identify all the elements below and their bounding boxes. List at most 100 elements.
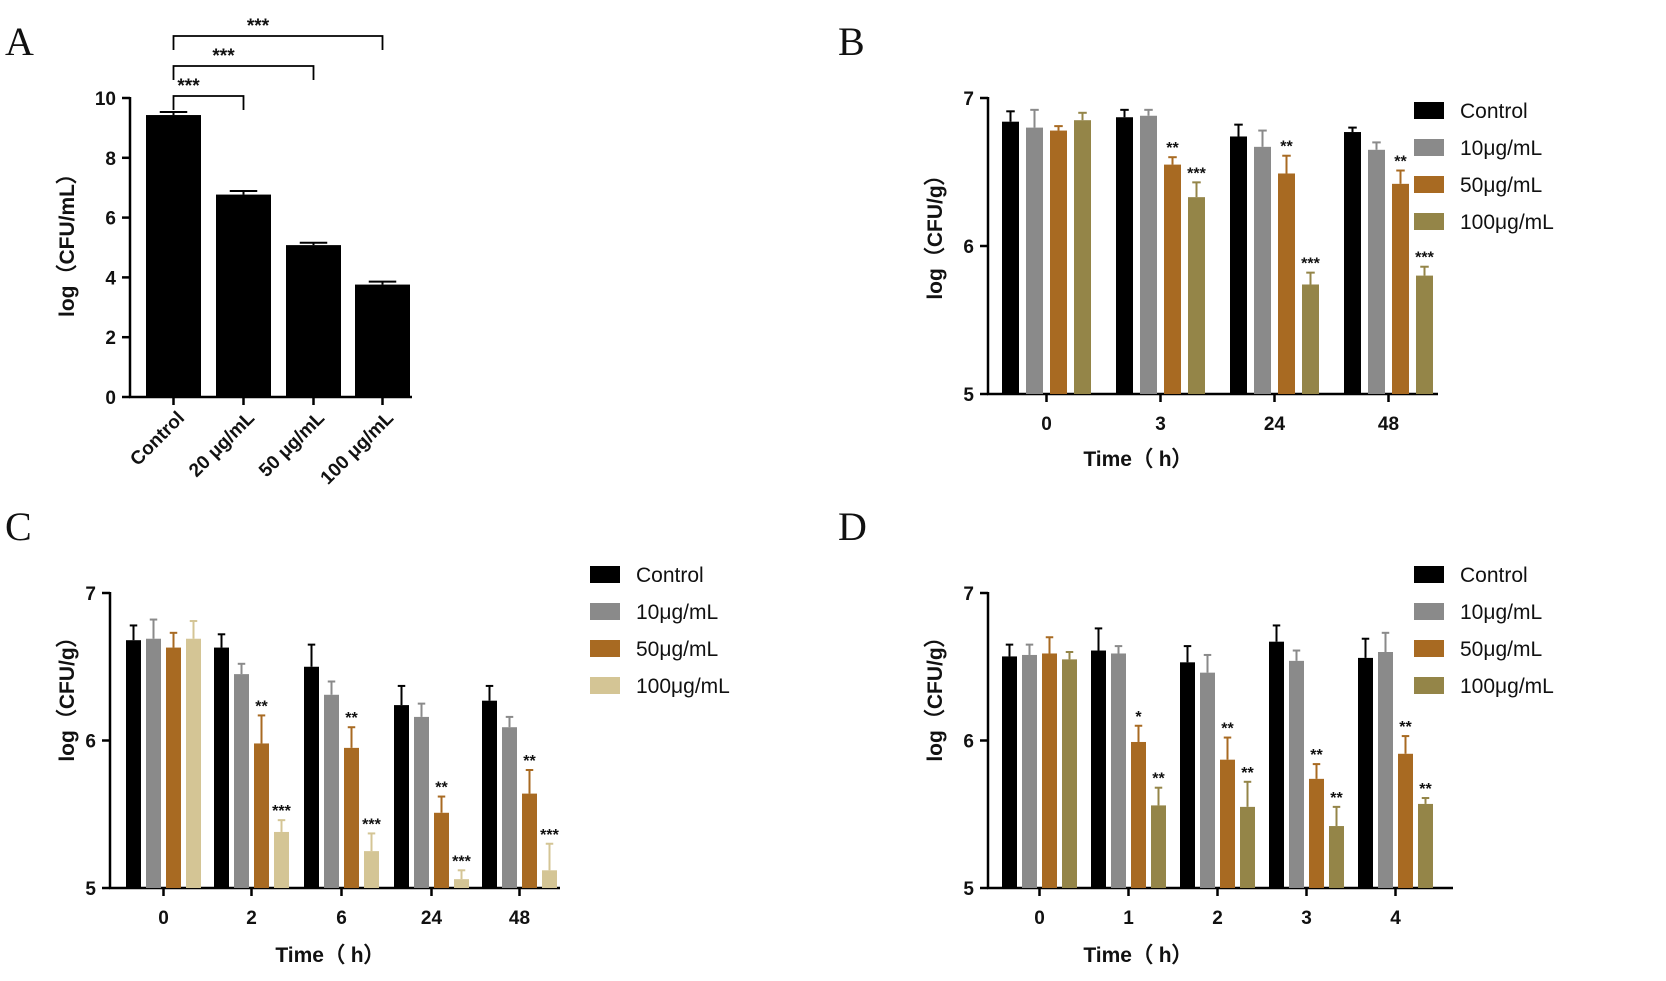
panel-c-bar	[522, 793, 537, 888]
panel-c-bar	[146, 638, 161, 888]
panel-b-bars	[1002, 115, 1433, 395]
legend-swatch	[1414, 102, 1444, 119]
panel-c-bar	[126, 640, 141, 888]
panel-d-significance-label: **	[1310, 747, 1323, 764]
panel-d-y-tick-label: 5	[963, 879, 974, 900]
panel-d-bar	[1398, 753, 1413, 888]
panel-b-y-tick-label: 7	[963, 89, 974, 110]
panel-a-bar	[216, 194, 271, 397]
legend-label: Control	[1460, 100, 1528, 123]
panel-d-legend: Control 10μg/mL 50μg/mL 100μg/mL	[1414, 564, 1554, 698]
legend-swatch	[1414, 603, 1444, 620]
panel-c-bar	[394, 705, 409, 888]
panel-b-significance: ***************	[1166, 139, 1434, 273]
panel-d-x-tick-label: 3	[1301, 908, 1312, 929]
panel-c-bar	[344, 747, 359, 888]
panel-d-significance-label: **	[1241, 765, 1254, 782]
panel-d-bar	[1062, 659, 1077, 888]
legend-label: 100μg/mL	[1460, 211, 1554, 234]
panel-c-y-tick-label: 5	[85, 879, 96, 900]
panel-b-bar	[1368, 149, 1385, 394]
panel-b-bar	[1140, 115, 1157, 394]
panel-d-bar	[1042, 653, 1057, 888]
panel-d-bar	[1200, 672, 1215, 888]
panel-c-significance-label: **	[255, 698, 268, 715]
panel-a-significance-bracket	[172, 95, 245, 110]
panel-d-bar	[1180, 662, 1195, 888]
panel-b-bar	[1002, 121, 1019, 395]
panel-c-bar	[364, 851, 379, 888]
panel-a-bar	[286, 245, 341, 397]
panel-d-xlabel: Time（ h）	[1083, 943, 1192, 967]
panel-c-significance-label: **	[523, 753, 536, 770]
panel-d-letter: D	[838, 504, 867, 549]
panel-c-bar	[234, 674, 249, 888]
legend-label: 50μg/mL	[636, 638, 718, 661]
panel-c-bar	[482, 700, 497, 888]
legend-swatch	[1414, 213, 1444, 230]
panel-b-bar	[1074, 120, 1091, 394]
panel-b-bar	[1026, 127, 1043, 394]
panel-d-bar	[1151, 805, 1166, 888]
legend-label: 10μg/mL	[636, 601, 718, 624]
panel-a-y-tick-label: 0	[105, 388, 116, 409]
panel-b-bar	[1344, 132, 1361, 395]
panel-c-y-tick-label: 7	[85, 584, 96, 605]
legend-swatch	[590, 603, 620, 620]
panel-a-significance: *** *** ***	[172, 16, 384, 110]
panel-c-xlabel: Time（ h）	[275, 943, 384, 967]
panel-b-ylabel: log（CFU/g）	[923, 164, 947, 299]
panel-c-ylabel: log（CFU/g）	[55, 626, 79, 761]
panel-b-significance-label: **	[1394, 154, 1407, 171]
panel-d-bar	[1309, 778, 1324, 888]
panel-b-x-tick-label: 48	[1378, 414, 1399, 435]
panel-a-bracket-label: ***	[177, 76, 200, 97]
panel-a-y-tick-label: 8	[105, 149, 116, 170]
panel-b-bar	[1278, 173, 1295, 394]
panel-a-y-tick-label: 6	[105, 209, 116, 230]
panel-c-significance: ********************	[255, 698, 559, 870]
panel-c-axes: 5 6 7 0 2 6 24 48	[85, 584, 560, 929]
panel-b-legend: Control 10μg/mL 50μg/mL 100μg/mL	[1414, 100, 1554, 234]
panel-c-bar	[454, 879, 469, 888]
panel-b-bar	[1416, 275, 1433, 394]
panel-c-significance-label: ***	[362, 816, 381, 833]
panel-b-significance-label: **	[1280, 139, 1293, 156]
panel-a-bracket-label: ***	[212, 46, 235, 67]
panel-a-significance-bracket	[172, 35, 384, 50]
panel-d-bar	[1418, 803, 1433, 888]
panel-d-bar	[1091, 650, 1106, 888]
panel-b-significance-label: **	[1166, 140, 1179, 157]
legend-label: 50μg/mL	[1460, 174, 1542, 197]
panel-c-significance-label: ***	[540, 827, 559, 844]
panel-b-significance-label: ***	[1187, 165, 1206, 182]
panel-d-bar	[1269, 641, 1284, 888]
panel-c-bar	[166, 647, 181, 888]
panel-b-x-tick-label: 3	[1155, 414, 1166, 435]
legend-label: 100μg/mL	[1460, 675, 1554, 698]
panel-d-bars	[1002, 641, 1433, 888]
legend-label: Control	[636, 564, 704, 587]
legend-label: 100μg/mL	[636, 675, 730, 698]
panel-a-y-tick-label: 4	[105, 268, 116, 289]
panel-b-y-tick-label: 6	[963, 237, 974, 258]
panel-c-significance-label: ***	[452, 853, 471, 870]
panel-a-x-tick-label: Control	[126, 408, 189, 471]
panel-d-significance-label: **	[1419, 781, 1432, 798]
panel-d-y-tick-label: 7	[963, 584, 974, 605]
panel-d-significance-label: *	[1135, 709, 1142, 726]
panel-a-significance-bracket	[172, 65, 315, 80]
panel-c-bars	[126, 638, 557, 888]
panel-c-x-tick-label: 6	[336, 908, 347, 929]
panel-d-bar	[1131, 741, 1146, 888]
panel-a-bar	[146, 115, 201, 397]
panel-c-x-tick-label: 24	[421, 908, 443, 929]
panel-c-significance-label: ***	[272, 803, 291, 820]
panel-c-bar	[214, 647, 229, 888]
panel-b-bar	[1392, 183, 1409, 394]
panel-d-x-tick-label: 2	[1212, 908, 1223, 929]
